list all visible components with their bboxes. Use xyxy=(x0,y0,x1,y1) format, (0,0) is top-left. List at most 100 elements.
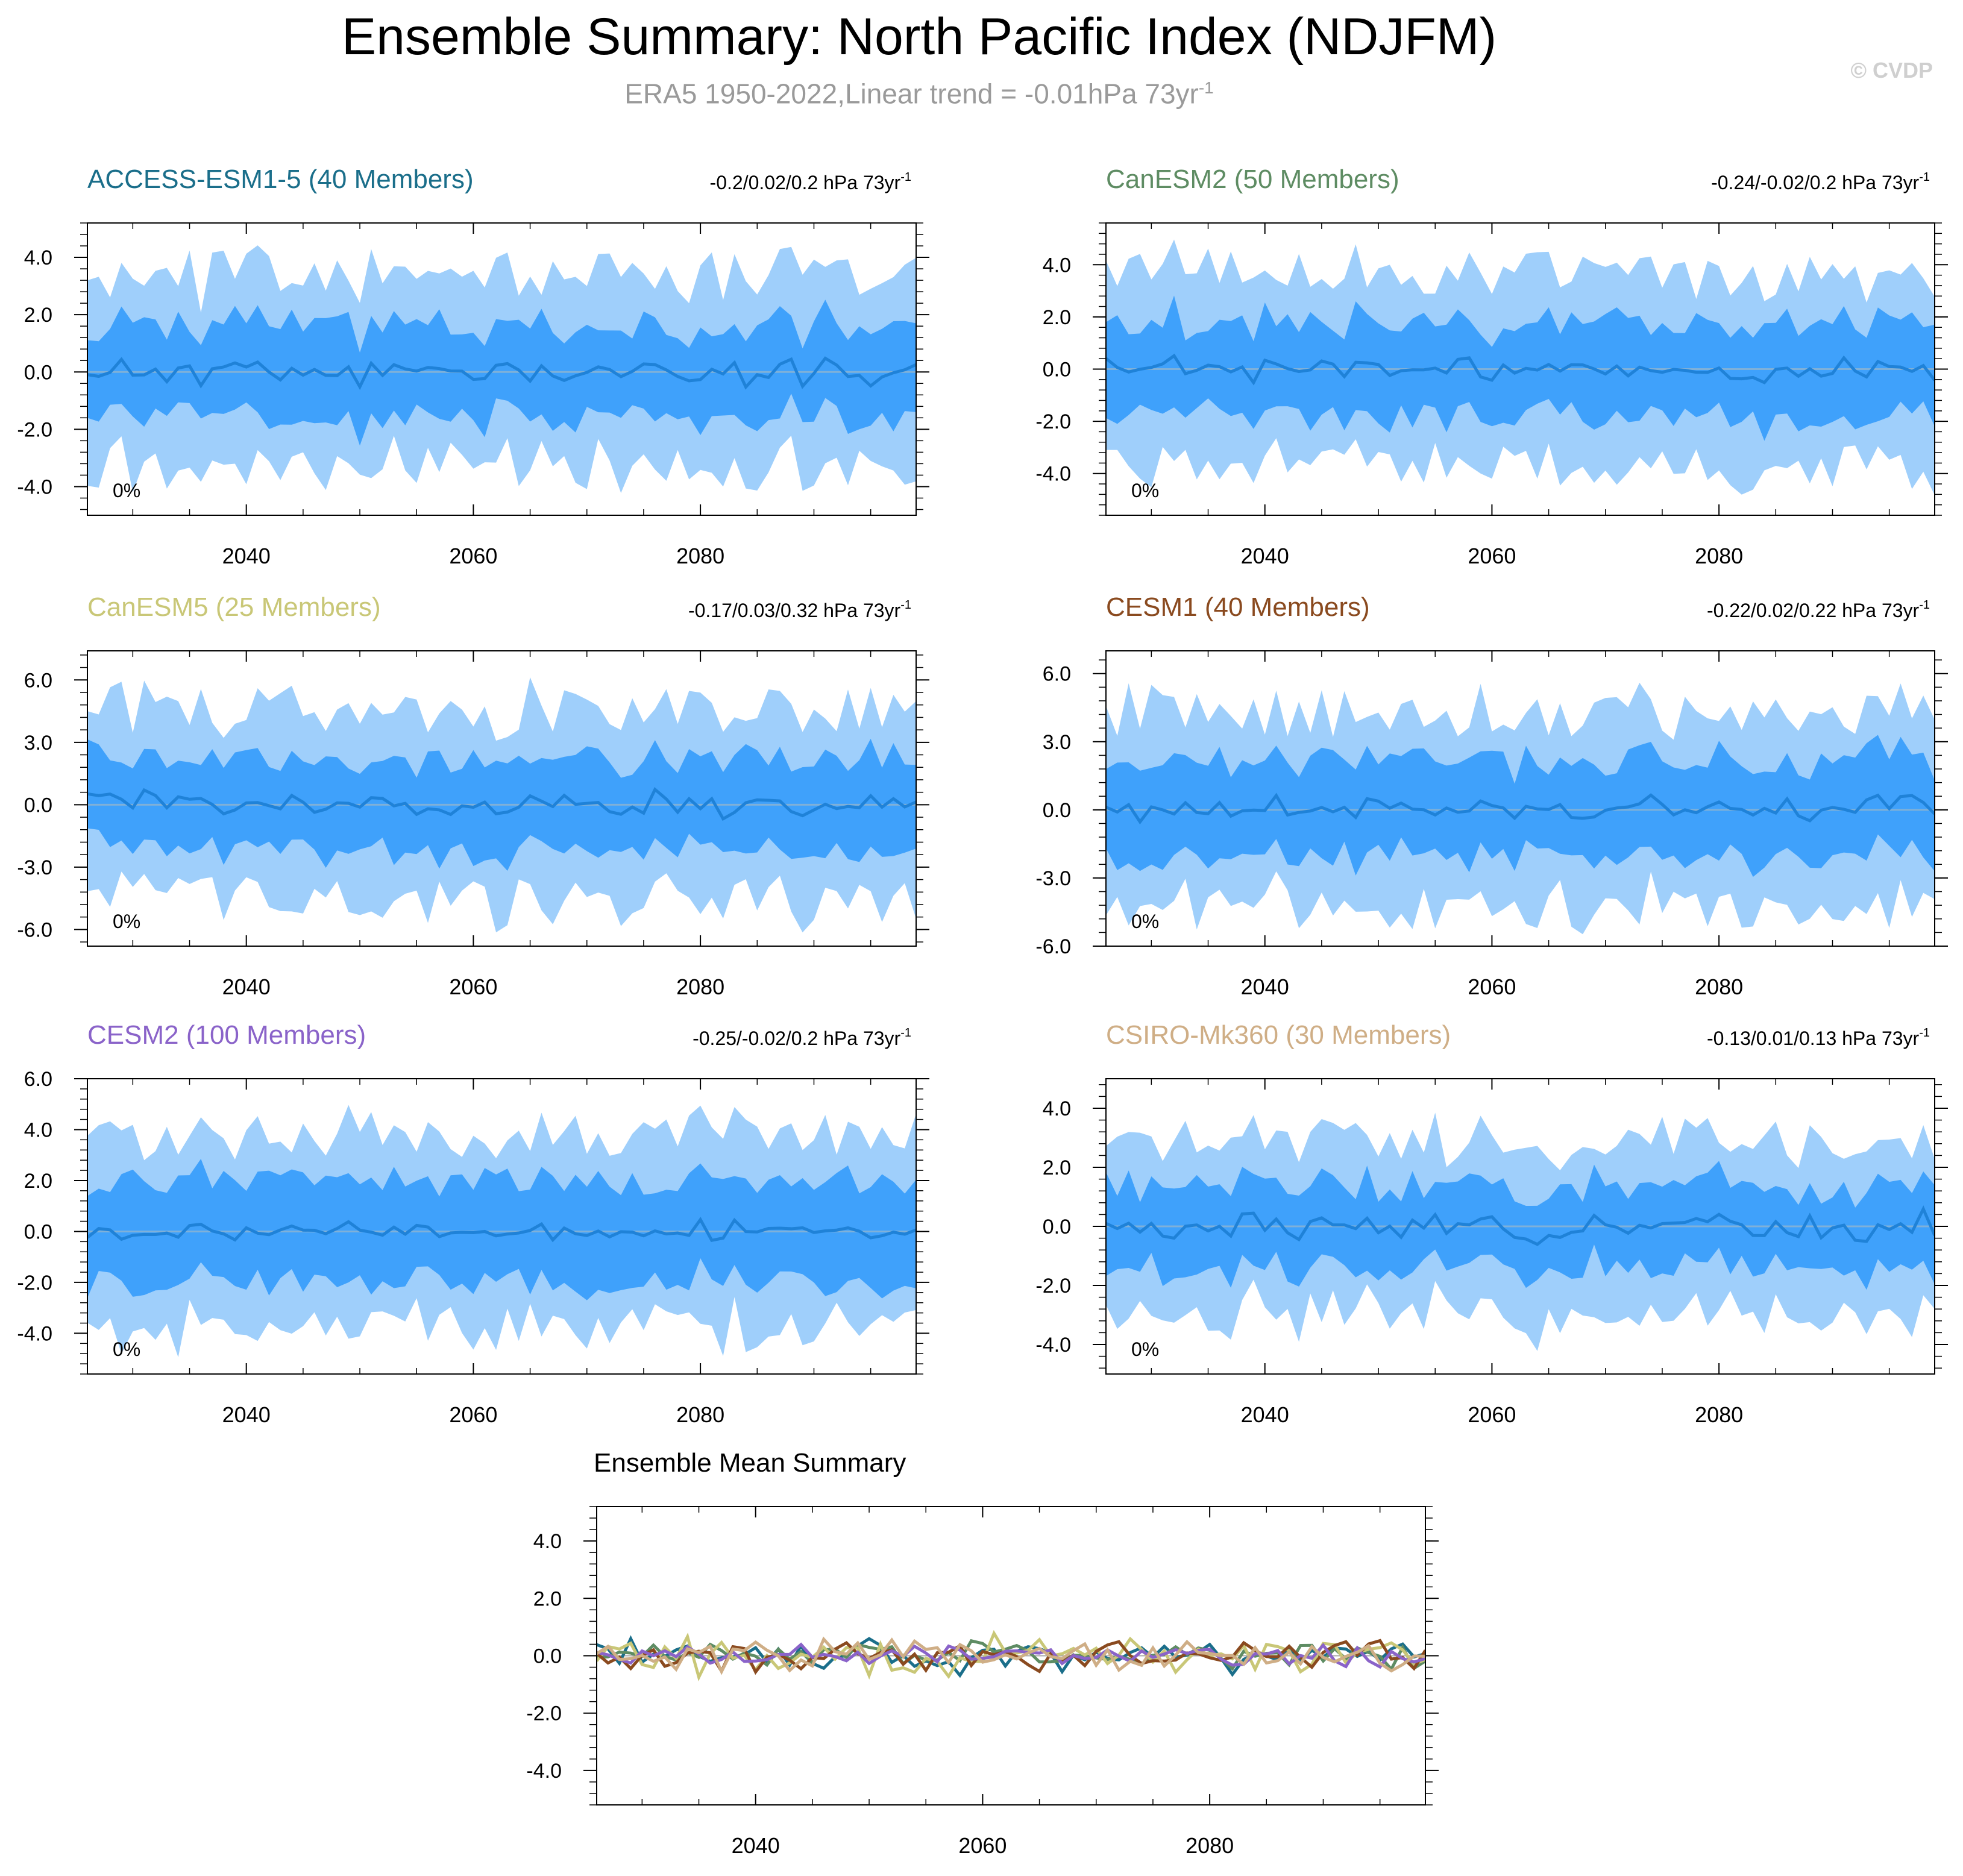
y-tick-label: 3.0 xyxy=(1043,731,1071,754)
y-tick-label: -2.0 xyxy=(17,1272,52,1294)
trend-label: -0.17/0.03/0.32 hPa 73yr-1 xyxy=(688,598,911,621)
ensemble-mean-line xyxy=(87,787,916,821)
y-tick-label: -2.0 xyxy=(17,418,52,441)
trend-superscript: -1 xyxy=(1919,171,1930,184)
x-tick-label: 2040 xyxy=(222,1402,271,1427)
chart-panel-3: CanESM5 (25 Members) -0.17/0.03/0.32 hPa … xyxy=(17,592,929,999)
y-tick-label: -2.0 xyxy=(1035,1275,1071,1297)
y-tick-label: -4.0 xyxy=(17,475,52,498)
x-tick-label: 2080 xyxy=(676,974,724,999)
x-tick-label: 2080 xyxy=(676,1402,724,1427)
page-title: Ensemble Summary: North Pacific Index (N… xyxy=(341,8,1497,66)
percent-label: 0% xyxy=(1131,1338,1159,1360)
y-tick-label: -6.0 xyxy=(1035,935,1071,958)
subtitle-superscript: -1 xyxy=(1198,78,1214,97)
x-tick-label: 2080 xyxy=(1695,544,1743,568)
y-tick-label: 4.0 xyxy=(533,1530,562,1553)
plot-area xyxy=(1106,239,1935,495)
trend-superscript: -1 xyxy=(1919,598,1930,612)
percent-label: 0% xyxy=(1131,480,1159,501)
percent-label: 0% xyxy=(113,480,140,501)
series-line-csiro-mk360 xyxy=(597,1636,1425,1675)
y-tick-label: 0.0 xyxy=(1043,1216,1071,1238)
plot-area xyxy=(87,677,916,933)
trend-label: -0.24/-0.02/0.2 hPa 73yr-1 xyxy=(1711,171,1930,193)
model-title: ACCESS-ESM1-5 (40 Members) xyxy=(87,165,474,194)
y-tick-label: 2.0 xyxy=(24,1170,52,1193)
x-tick-label: 2060 xyxy=(1468,544,1516,568)
copyright-label: © CVDP xyxy=(1850,58,1933,83)
y-tick-label: -4.0 xyxy=(526,1760,562,1783)
y-tick-label: 0.0 xyxy=(24,1220,52,1243)
trend-superscript: -1 xyxy=(900,171,911,184)
y-tick-label: 4.0 xyxy=(24,1118,52,1141)
y-tick-label: 4.0 xyxy=(24,246,52,269)
trend-superscript: -1 xyxy=(900,1026,911,1040)
plot-area xyxy=(597,1630,1425,1682)
y-tick-label: -4.0 xyxy=(1035,463,1071,486)
model-title: CESM1 (40 Members) xyxy=(1106,592,1370,622)
y-tick-label: 4.0 xyxy=(1043,1097,1071,1120)
y-tick-label: -3.0 xyxy=(17,856,52,879)
inner-band xyxy=(87,1159,916,1300)
y-tick-label: 3.0 xyxy=(24,732,52,754)
x-tick-label: 2060 xyxy=(449,544,497,568)
trend-label: -0.25/-0.02/0.2 hPa 73yr-1 xyxy=(693,1026,911,1049)
percent-label: 0% xyxy=(1131,911,1159,932)
ensemble-mean-line xyxy=(87,356,916,391)
percent-label: 0% xyxy=(113,911,140,932)
y-tick-label: 6.0 xyxy=(24,669,52,692)
plot-frame xyxy=(87,650,917,947)
percent-label: 0% xyxy=(113,1338,140,1360)
series-line-cesm1 xyxy=(597,1639,1425,1675)
plot-frame xyxy=(1105,650,1935,947)
inner-band xyxy=(1106,1161,1935,1290)
x-tick-label: 2080 xyxy=(1186,1833,1234,1858)
x-tick-label: 2040 xyxy=(732,1833,780,1858)
x-tick-label: 2060 xyxy=(449,974,497,999)
plot-frame xyxy=(87,222,917,516)
x-tick-label: 2080 xyxy=(1695,1402,1743,1427)
chart-panel-5: CESM2 (100 Members) -0.25/-0.02/0.2 hPa 7… xyxy=(17,1020,929,1427)
x-tick-label: 2040 xyxy=(222,974,271,999)
x-tick-label: 2060 xyxy=(958,1833,1007,1858)
subtitle-text: ERA5 1950-2022,Linear trend = -0.01hPa 7… xyxy=(624,78,1199,110)
ensemble-mean-line xyxy=(1106,792,1935,825)
trend-superscript: -1 xyxy=(900,598,911,612)
chart-panel-1: ACCESS-ESM1-5 (40 Members) -0.2/0.02/0.2 … xyxy=(17,165,929,568)
trend-label: -0.13/0.01/0.13 hPa 73yr-1 xyxy=(1707,1026,1930,1049)
plot-area xyxy=(87,1105,916,1358)
y-tick-label: -6.0 xyxy=(17,918,52,941)
chart-panel-6: CSIRO-Mk360 (30 Members) -0.13/0.01/0.13 … xyxy=(1035,1020,1948,1427)
summary-title: Ensemble Mean Summary xyxy=(594,1448,906,1478)
x-tick-label: 2040 xyxy=(1241,544,1289,568)
y-tick-label: 2.0 xyxy=(1043,1156,1071,1179)
y-tick-label: 0.0 xyxy=(1043,359,1071,381)
plot-area xyxy=(1106,1112,1935,1351)
plot-frame xyxy=(87,1078,917,1375)
y-tick-label: -3.0 xyxy=(1035,867,1071,890)
x-tick-label: 2040 xyxy=(1241,1402,1289,1427)
x-tick-label: 2080 xyxy=(676,544,724,568)
plot-area xyxy=(1106,682,1935,935)
y-tick-label: 0.0 xyxy=(533,1645,562,1668)
model-title: CanESM5 (25 Members) xyxy=(87,592,381,622)
x-tick-label: 2040 xyxy=(1241,974,1289,999)
y-tick-label: 2.0 xyxy=(24,304,52,327)
y-tick-label: 2.0 xyxy=(533,1587,562,1610)
plot-area xyxy=(87,245,916,494)
trend-label: -0.2/0.02/0.2 hPa 73yr-1 xyxy=(710,171,911,193)
chart-panel-4: CESM1 (40 Members) -0.22/0.02/0.22 hPa 73… xyxy=(1035,592,1948,999)
chart-panel-2: CanESM2 (50 Members) -0.24/-0.02/0.2 hPa … xyxy=(1035,165,1948,568)
y-tick-label: 0.0 xyxy=(1043,799,1071,822)
y-tick-label: 6.0 xyxy=(1043,663,1071,686)
chart-panel-7: Ensemble Mean Summary -4.0 -2.0 0.0 2.0 4.0 20… xyxy=(526,1448,1439,1858)
x-tick-label: 2060 xyxy=(449,1402,497,1427)
ensemble-mean-line xyxy=(1106,1205,1935,1246)
y-tick-label: -4.0 xyxy=(17,1322,52,1345)
ensemble-mean-line xyxy=(1106,353,1935,386)
y-tick-label: 0.0 xyxy=(24,794,52,817)
y-tick-label: -4.0 xyxy=(1035,1334,1071,1357)
inner-band xyxy=(1106,735,1935,877)
